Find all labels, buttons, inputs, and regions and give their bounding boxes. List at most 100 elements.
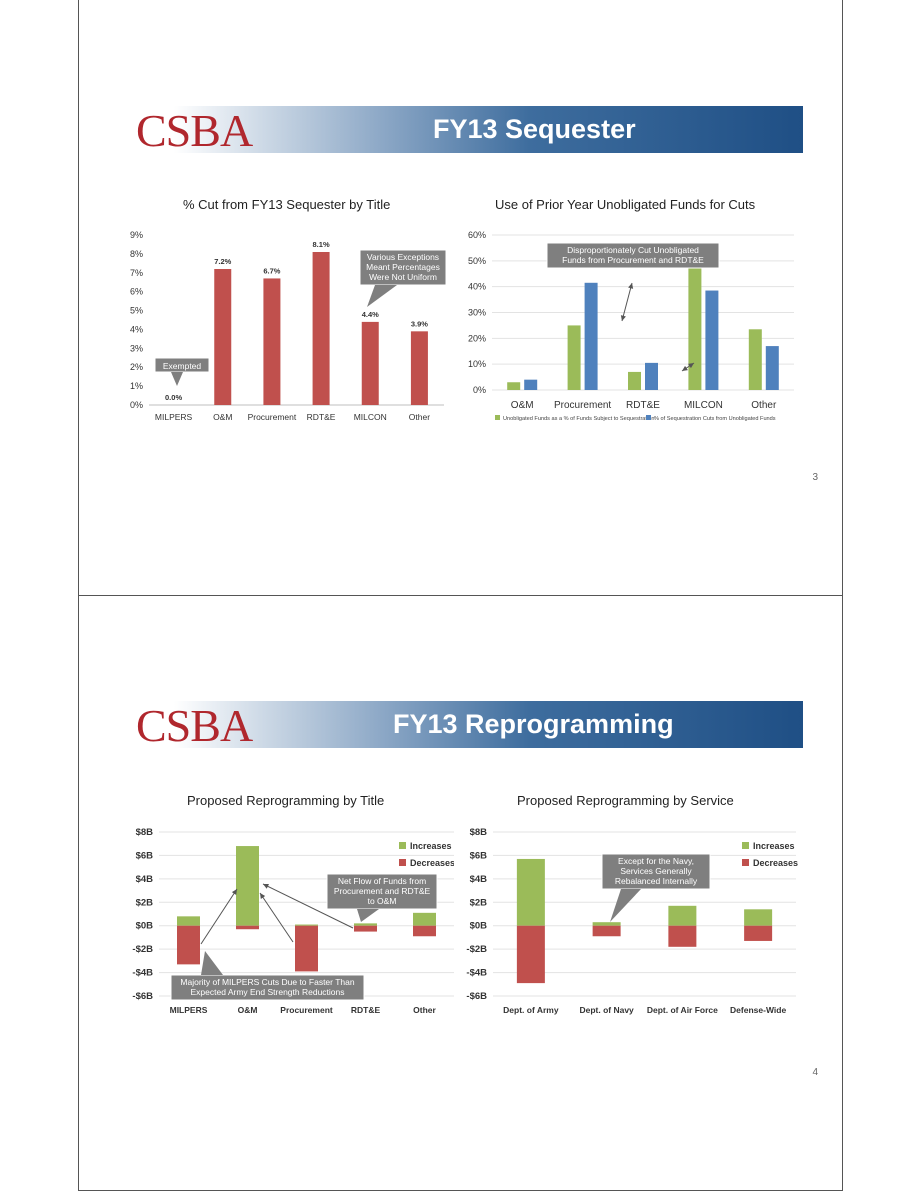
callout-exceptions-text: Various Exceptions [367, 252, 439, 262]
bar-cuts-share [765, 346, 779, 390]
legend-label: Increases [753, 841, 795, 851]
x-tick-label: O&M [511, 400, 534, 411]
y-tick-label: 30% [468, 308, 486, 318]
bar-unobligated-share [567, 325, 581, 390]
x-tick-label: MILCON [354, 412, 387, 422]
y-tick-label: 5% [130, 306, 143, 316]
callout-navy-pointer [610, 889, 641, 922]
bar-increase [668, 905, 697, 926]
legend-label: Unobligated Funds as a % of Funds Subjec… [503, 416, 654, 422]
arrow-procurement [621, 282, 633, 322]
bar-increase [236, 846, 259, 926]
y-tick-label: $8B [470, 827, 488, 838]
x-tick-label: MILCON [684, 400, 723, 411]
callout-exceptions-pointer [367, 285, 397, 307]
callout-net-flow-text: Net Flow of Funds from [338, 876, 426, 886]
y-tick-label: -$2B [132, 944, 153, 955]
bar [361, 321, 379, 405]
y-tick-label: -$6B [132, 991, 153, 1002]
arrow-rdte-to-om [262, 883, 354, 929]
bar-increase [592, 922, 621, 926]
arrow-milpers-to-om-head [231, 889, 237, 895]
bar-unobligated-share [748, 329, 762, 390]
callout-disproportionate-text: Disproportionately Cut Unobligated [567, 245, 699, 255]
callout-milpers-pointer [201, 951, 223, 975]
y-tick-label: 4% [130, 324, 143, 334]
slide-fy13-reprogramming: CSBA FY13 Reprogramming Proposed Reprogr… [78, 595, 843, 1191]
bar-decrease [295, 925, 318, 972]
callout-exceptions-text: Meant Percentages [366, 262, 440, 272]
arrow-procurement-head [628, 283, 634, 289]
data-label: 3.9% [411, 319, 428, 328]
y-tick-label: $4B [136, 874, 154, 885]
data-label: 8.1% [313, 240, 330, 249]
legend-label: % of Sequestration Cuts from Unobligated… [654, 416, 776, 422]
x-tick-label: RDT&E [351, 1005, 381, 1015]
legend-swatch [399, 859, 406, 866]
y-tick-label: 60% [468, 230, 486, 240]
legend-swatch [495, 415, 500, 420]
csba-logo: CSBA [136, 105, 253, 156]
y-tick-label: 20% [468, 333, 486, 343]
callout-exempted-pointer [171, 372, 183, 386]
bar-increase [177, 916, 200, 926]
chart-title: Use of Prior Year Unobligated Funds for … [495, 197, 756, 212]
bar-decrease [516, 925, 545, 984]
y-tick-label: $4B [470, 874, 488, 885]
x-tick-label: Procurement [554, 400, 611, 411]
bar [410, 331, 428, 405]
y-tick-label: $2B [470, 897, 488, 908]
legend-swatch [742, 859, 749, 866]
bar-decrease [668, 925, 697, 947]
x-tick-label: Defense-Wide [730, 1005, 786, 1015]
bar-cuts-share [705, 290, 719, 390]
y-tick-label: 1% [130, 381, 143, 391]
legend-swatch [646, 415, 651, 420]
slide-title: FY13 Reprogramming [393, 709, 674, 739]
y-tick-label: $2B [136, 897, 154, 908]
y-tick-label: 3% [130, 343, 143, 353]
x-tick-label: Procurement [280, 1005, 333, 1015]
x-tick-label: RDT&E [307, 412, 336, 422]
y-tick-label: -$2B [466, 944, 487, 955]
legend-label: Decreases [410, 858, 454, 868]
x-tick-label: Dept. of Army [503, 1005, 559, 1015]
data-label: 6.7% [263, 266, 280, 275]
legend-label: Decreases [753, 858, 798, 868]
y-tick-label: 40% [468, 282, 486, 292]
bar-increase [516, 858, 545, 926]
y-tick-label: 50% [468, 256, 486, 266]
bar [263, 278, 281, 405]
y-tick-label: -$4B [466, 968, 487, 979]
x-tick-label: RDT&E [626, 400, 660, 411]
bar-increase [354, 923, 377, 926]
bar-cuts-share [584, 282, 598, 390]
x-tick-label: O&M [213, 412, 232, 422]
arrow-procurement-to-om [259, 892, 294, 943]
slide-fy13-sequester: CSBA FY13 Sequester % Cut from FY13 Sequ… [78, 0, 843, 596]
x-tick-label: Dept. of Navy [579, 1005, 634, 1015]
title-banner: CSBA FY13 Sequester [119, 105, 803, 156]
callout-exceptions-box [359, 249, 447, 286]
callout-navy-text: Services Generally [620, 866, 692, 876]
chart-reprogramming-by-title: -$6B -$4B -$2B $0B $2B $4B $6B $8B MILPERS O&M Pro… [132, 827, 454, 1015]
callout-net-flow-text: to O&M [368, 896, 397, 906]
y-tick-label: $8B [136, 827, 154, 838]
page-number: 4 [812, 1067, 818, 1078]
legend-swatch [399, 842, 406, 849]
x-tick-label: O&M [238, 1005, 258, 1015]
callout-milpers-text: Majority of MILPERS Cuts Due to Faster T… [180, 977, 354, 987]
arrow-rdte-to-om-head [263, 884, 269, 889]
x-tick-label: Other [413, 1005, 436, 1015]
bar [312, 252, 330, 405]
callout-exempted-text: Exempted [163, 361, 202, 371]
callout-milpers-text: Expected Army End Strength Reductions [190, 987, 344, 997]
bar-decrease [413, 925, 436, 937]
y-tick-label: 8% [130, 249, 143, 259]
arrow-milpers-to-om [200, 888, 238, 945]
callout-milpers-box [170, 974, 365, 1001]
callout-navy-text: Except for the Navy, [618, 856, 694, 866]
x-tick-label: Procurement [248, 412, 297, 422]
bar-decrease [354, 925, 377, 932]
y-tick-label: 7% [130, 268, 143, 278]
